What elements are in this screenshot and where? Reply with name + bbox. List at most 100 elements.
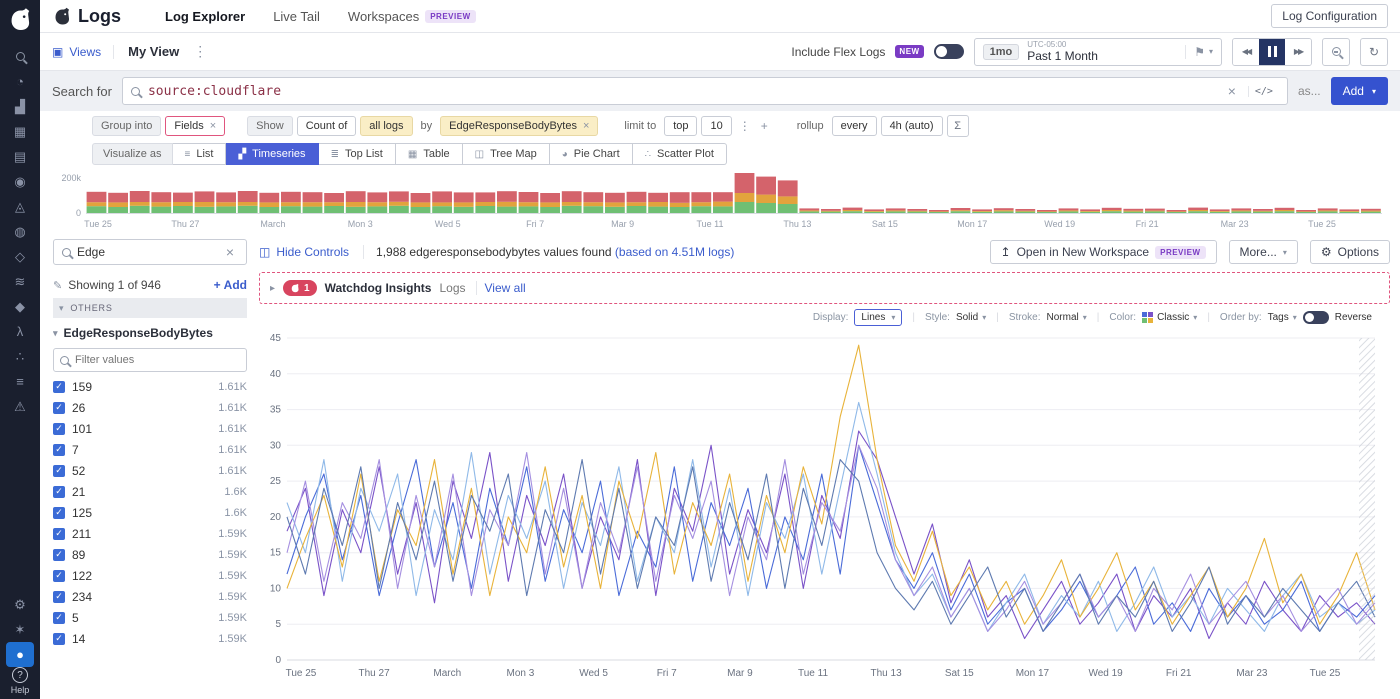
- expand-watchdog-icon[interactable]: ▸: [270, 283, 275, 294]
- facet-search-input[interactable]: [77, 245, 216, 259]
- rewind-button[interactable]: ◀◀: [1233, 39, 1259, 65]
- facet-value-row[interactable]: ✓141.59K: [53, 628, 247, 649]
- display-select[interactable]: Lines▾: [854, 309, 902, 326]
- log-volume-histogram[interactable]: 200k0Tue 25Thu 27MarchMon 3Wed 5Fri 7Mar…: [40, 171, 1400, 234]
- rollup-interval-chip[interactable]: 4h (auto): [881, 116, 943, 136]
- facet-value-row[interactable]: ✓891.59K: [53, 544, 247, 565]
- count-of-chip[interactable]: Count of: [297, 116, 357, 136]
- facet-search-box[interactable]: ×: [53, 239, 247, 265]
- flex-logs-toggle[interactable]: [934, 44, 964, 59]
- checkbox-checked[interactable]: ✓: [53, 444, 65, 456]
- viz-option-table[interactable]: ▦Table: [396, 143, 463, 165]
- order-by-select[interactable]: Tags▾: [1268, 312, 1297, 323]
- infrastructure-icon[interactable]: ◇: [6, 244, 34, 269]
- viz-option-top-list[interactable]: ≣Top List: [319, 143, 396, 165]
- code-view-button[interactable]: </>: [1248, 86, 1279, 97]
- checkbox-checked[interactable]: ✓: [53, 528, 65, 540]
- pause-button[interactable]: [1259, 39, 1285, 65]
- log-configuration-button[interactable]: Log Configuration: [1271, 4, 1388, 28]
- security-icon[interactable]: ◆: [6, 294, 34, 319]
- service-map-icon[interactable]: ◍: [6, 219, 34, 244]
- checkbox-checked[interactable]: ✓: [53, 402, 65, 414]
- checkbox-checked[interactable]: ✓: [53, 591, 65, 603]
- limit-direction-chip[interactable]: top: [664, 116, 697, 136]
- aggregation-sigma-button[interactable]: Σ: [947, 115, 969, 137]
- zoom-out-button[interactable]: [1322, 38, 1350, 66]
- checkbox-checked[interactable]: ✓: [53, 465, 65, 477]
- add-query-button[interactable]: Add▾: [1331, 77, 1388, 105]
- all-logs-chip[interactable]: all logs: [360, 116, 412, 136]
- tab-workspaces[interactable]: WorkspacesPREVIEW: [348, 9, 476, 24]
- search-query[interactable]: source:cloudflare: [148, 84, 1216, 99]
- help-button[interactable]: ? Help: [11, 667, 30, 695]
- refresh-button[interactable]: ↻: [1360, 38, 1388, 66]
- checkbox-checked[interactable]: ✓: [53, 423, 65, 435]
- search-icon[interactable]: [6, 44, 34, 69]
- time-range-picker[interactable]: 1mo UTC-05:00 Past 1 Month ⚑▾: [974, 38, 1222, 66]
- stroke-select[interactable]: Normal▾: [1047, 312, 1087, 323]
- add-facet-button[interactable]: +Add: [214, 278, 247, 292]
- checkbox-checked[interactable]: ✓: [53, 612, 65, 624]
- search-input[interactable]: source:cloudflare × </>: [122, 77, 1288, 105]
- facet-value-row[interactable]: ✓1591.61K: [53, 376, 247, 397]
- remove-fields-icon[interactable]: ×: [210, 120, 216, 132]
- facet-value-row[interactable]: ✓1221.59K: [53, 565, 247, 586]
- clear-facet-search-icon[interactable]: ×: [222, 244, 238, 260]
- view-menu-kebab-icon[interactable]: ⋮: [189, 43, 211, 60]
- hide-controls-button[interactable]: ◫Hide Controls: [259, 245, 364, 259]
- viz-option-list[interactable]: ≡List: [173, 143, 227, 165]
- timeseries-chart[interactable]: 051015202530354045Tue 25Thu 27MarchMon 3…: [259, 330, 1390, 699]
- checkbox-checked[interactable]: ✓: [53, 549, 65, 561]
- facet-value-row[interactable]: ✓2111.59K: [53, 523, 247, 544]
- checkbox-checked[interactable]: ✓: [53, 486, 65, 498]
- facet-value-row[interactable]: ✓51.59K: [53, 607, 247, 628]
- by-field-chip[interactable]: EdgeResponseBodyBytes×: [440, 116, 598, 136]
- logs-nav-icon[interactable]: ≡: [6, 369, 34, 394]
- facet-group-header[interactable]: ▾ EdgeResponseBodyBytes: [53, 320, 247, 346]
- checkbox-checked[interactable]: ✓: [53, 570, 65, 582]
- watchdog-view-all-link[interactable]: View all: [485, 281, 526, 295]
- profiling-icon[interactable]: ◬: [6, 194, 34, 219]
- viz-option-scatter-plot[interactable]: ∴Scatter Plot: [633, 143, 727, 165]
- facet-value-row[interactable]: ✓261.61K: [53, 397, 247, 418]
- tab-live-tail[interactable]: Live Tail: [273, 9, 320, 24]
- style-select[interactable]: Solid▾: [956, 312, 986, 323]
- tab-log-explorer[interactable]: Log Explorer: [165, 9, 245, 24]
- serverless-icon[interactable]: λ: [6, 319, 34, 344]
- errors-icon[interactable]: ⚠: [6, 394, 34, 419]
- add-group-icon[interactable]: +: [758, 119, 771, 133]
- pin-timeframe-button[interactable]: ⚑▾: [1185, 45, 1213, 59]
- reverse-toggle[interactable]: [1303, 311, 1329, 324]
- more-button[interactable]: More...▾: [1229, 240, 1298, 264]
- limit-count-chip[interactable]: 10: [701, 116, 731, 136]
- edit-facets-icon[interactable]: ✎: [53, 279, 62, 292]
- facet-value-row[interactable]: ✓211.6K: [53, 481, 247, 502]
- time-range-shortcut[interactable]: 1mo: [983, 44, 1020, 60]
- watchdog-insights-banner[interactable]: ▸ 1 Watchdog Insights Logs View all: [259, 272, 1390, 304]
- checkbox-checked[interactable]: ✓: [53, 633, 65, 645]
- facet-value-row[interactable]: ✓1011.61K: [53, 418, 247, 439]
- clear-search-icon[interactable]: ×: [1224, 83, 1240, 99]
- facet-filter-input[interactable]: [75, 354, 240, 366]
- synthetics-icon[interactable]: ∴: [6, 344, 34, 369]
- dashboards-icon[interactable]: ▦: [6, 119, 34, 144]
- settings-icon[interactable]: ⚙: [6, 592, 34, 617]
- color-select[interactable]: Classic▾: [1142, 312, 1197, 323]
- facet-value-row[interactable]: ✓1251.6K: [53, 502, 247, 523]
- based-on-logs-link[interactable]: (based on 4.51M logs): [615, 245, 734, 259]
- notebooks-icon[interactable]: ▤: [6, 144, 34, 169]
- group-fields-chip[interactable]: Fields×: [165, 116, 225, 136]
- datadog-logo[interactable]: [7, 6, 33, 32]
- others-section-header[interactable]: ▾ OTHERS: [53, 298, 247, 318]
- facet-filter-box[interactable]: [53, 348, 247, 372]
- options-button[interactable]: ⚙Options: [1310, 240, 1390, 264]
- bits-ai-icon[interactable]: ●: [6, 642, 34, 667]
- limit-kebab-icon[interactable]: ⋮: [736, 119, 754, 133]
- watchdog-icon[interactable]: ◔: [6, 69, 34, 94]
- metrics-icon[interactable]: ▟: [6, 94, 34, 119]
- forward-button[interactable]: ▶▶: [1285, 39, 1311, 65]
- views-button[interactable]: ▣Views: [52, 45, 114, 59]
- facet-value-row[interactable]: ✓521.61K: [53, 460, 247, 481]
- checkbox-checked[interactable]: ✓: [53, 381, 65, 393]
- checkbox-checked[interactable]: ✓: [53, 507, 65, 519]
